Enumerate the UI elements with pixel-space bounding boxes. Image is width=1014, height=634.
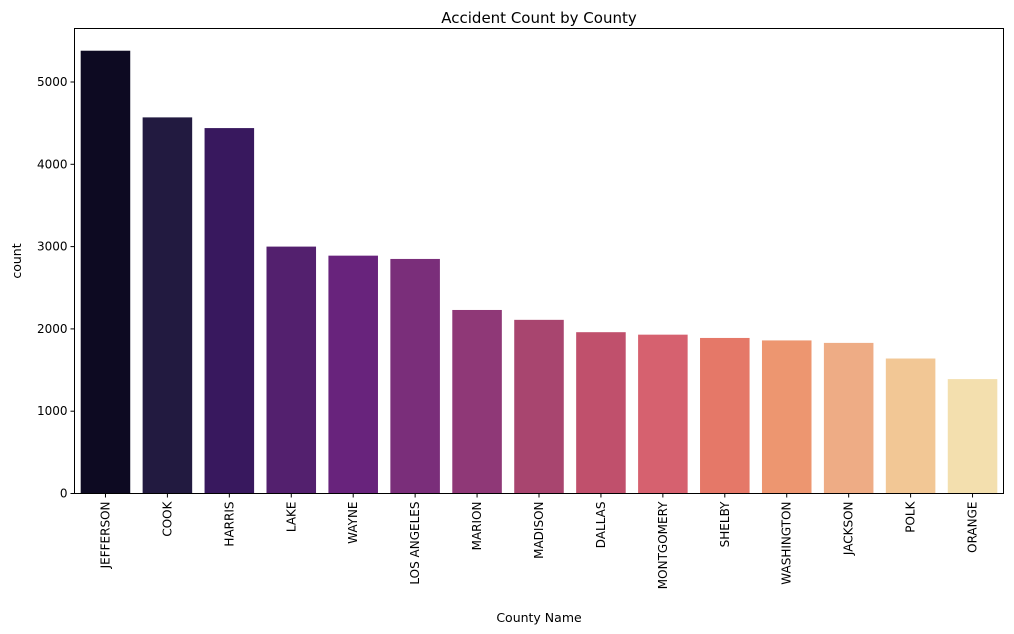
- y-tick-label: 4000: [37, 157, 68, 171]
- y-tick-label: 3000: [37, 240, 68, 254]
- y-tick-label: 1000: [37, 404, 68, 418]
- x-tick-label-madison: MADISON: [532, 502, 546, 559]
- x-tick-label-harris: HARRIS: [222, 502, 236, 547]
- x-tick-label-washington: WASHINGTON: [780, 502, 794, 585]
- bar-shelby: [700, 337, 750, 494]
- bar-harris: [204, 128, 255, 494]
- x-tick-label-orange: ORANGE: [966, 502, 980, 553]
- x-tick-label-marion: MARION: [470, 502, 484, 551]
- x-tick-label-jefferson: JEFFERSON: [98, 502, 112, 570]
- bar-jefferson: [80, 50, 131, 494]
- bar-marion: [452, 309, 502, 494]
- bar-los-angeles: [390, 258, 440, 494]
- bar-orange: [947, 379, 998, 494]
- y-axis: 0 1000 2000 3000 4000 5000: [37, 75, 75, 501]
- bar-cook: [142, 117, 193, 494]
- x-tick-label-wayne: WAYNE: [346, 502, 360, 544]
- plot-frame: [74, 28, 1004, 494]
- y-tick-label: 2000: [37, 322, 68, 336]
- bar-montgomery: [638, 334, 688, 494]
- y-axis-label: count: [9, 243, 24, 278]
- x-tick-label-jackson: JACKSON: [842, 502, 856, 557]
- bar-washington: [761, 340, 812, 494]
- y-tick-label: 0: [60, 487, 68, 501]
- bar-polk: [885, 358, 936, 494]
- x-tick-label-polk: POLK: [904, 500, 918, 532]
- y-tick-label: 5000: [37, 75, 68, 89]
- bar-dallas: [576, 332, 626, 494]
- bar-wayne: [328, 255, 378, 494]
- x-axis: JEFFERSON COOK HARRIS LAKE WAYNE LOS ANGELES M…: [98, 493, 980, 589]
- bar-jackson: [823, 342, 874, 494]
- bar-lake: [266, 246, 317, 494]
- chart-title: Accident Count by County: [441, 9, 637, 27]
- x-tick-label-dallas: DALLAS: [594, 502, 608, 549]
- bars-group: [80, 50, 998, 494]
- x-tick-label-shelby: SHELBY: [718, 501, 732, 547]
- x-tick-label-los-angeles: LOS ANGELES: [408, 502, 422, 585]
- x-tick-label-lake: LAKE: [284, 502, 298, 533]
- x-tick-label-cook: COOK: [160, 500, 174, 536]
- x-tick-label-montgomery: MONTGOMERY: [656, 501, 670, 589]
- x-axis-label: County Name: [496, 610, 582, 625]
- bar-madison: [514, 319, 564, 494]
